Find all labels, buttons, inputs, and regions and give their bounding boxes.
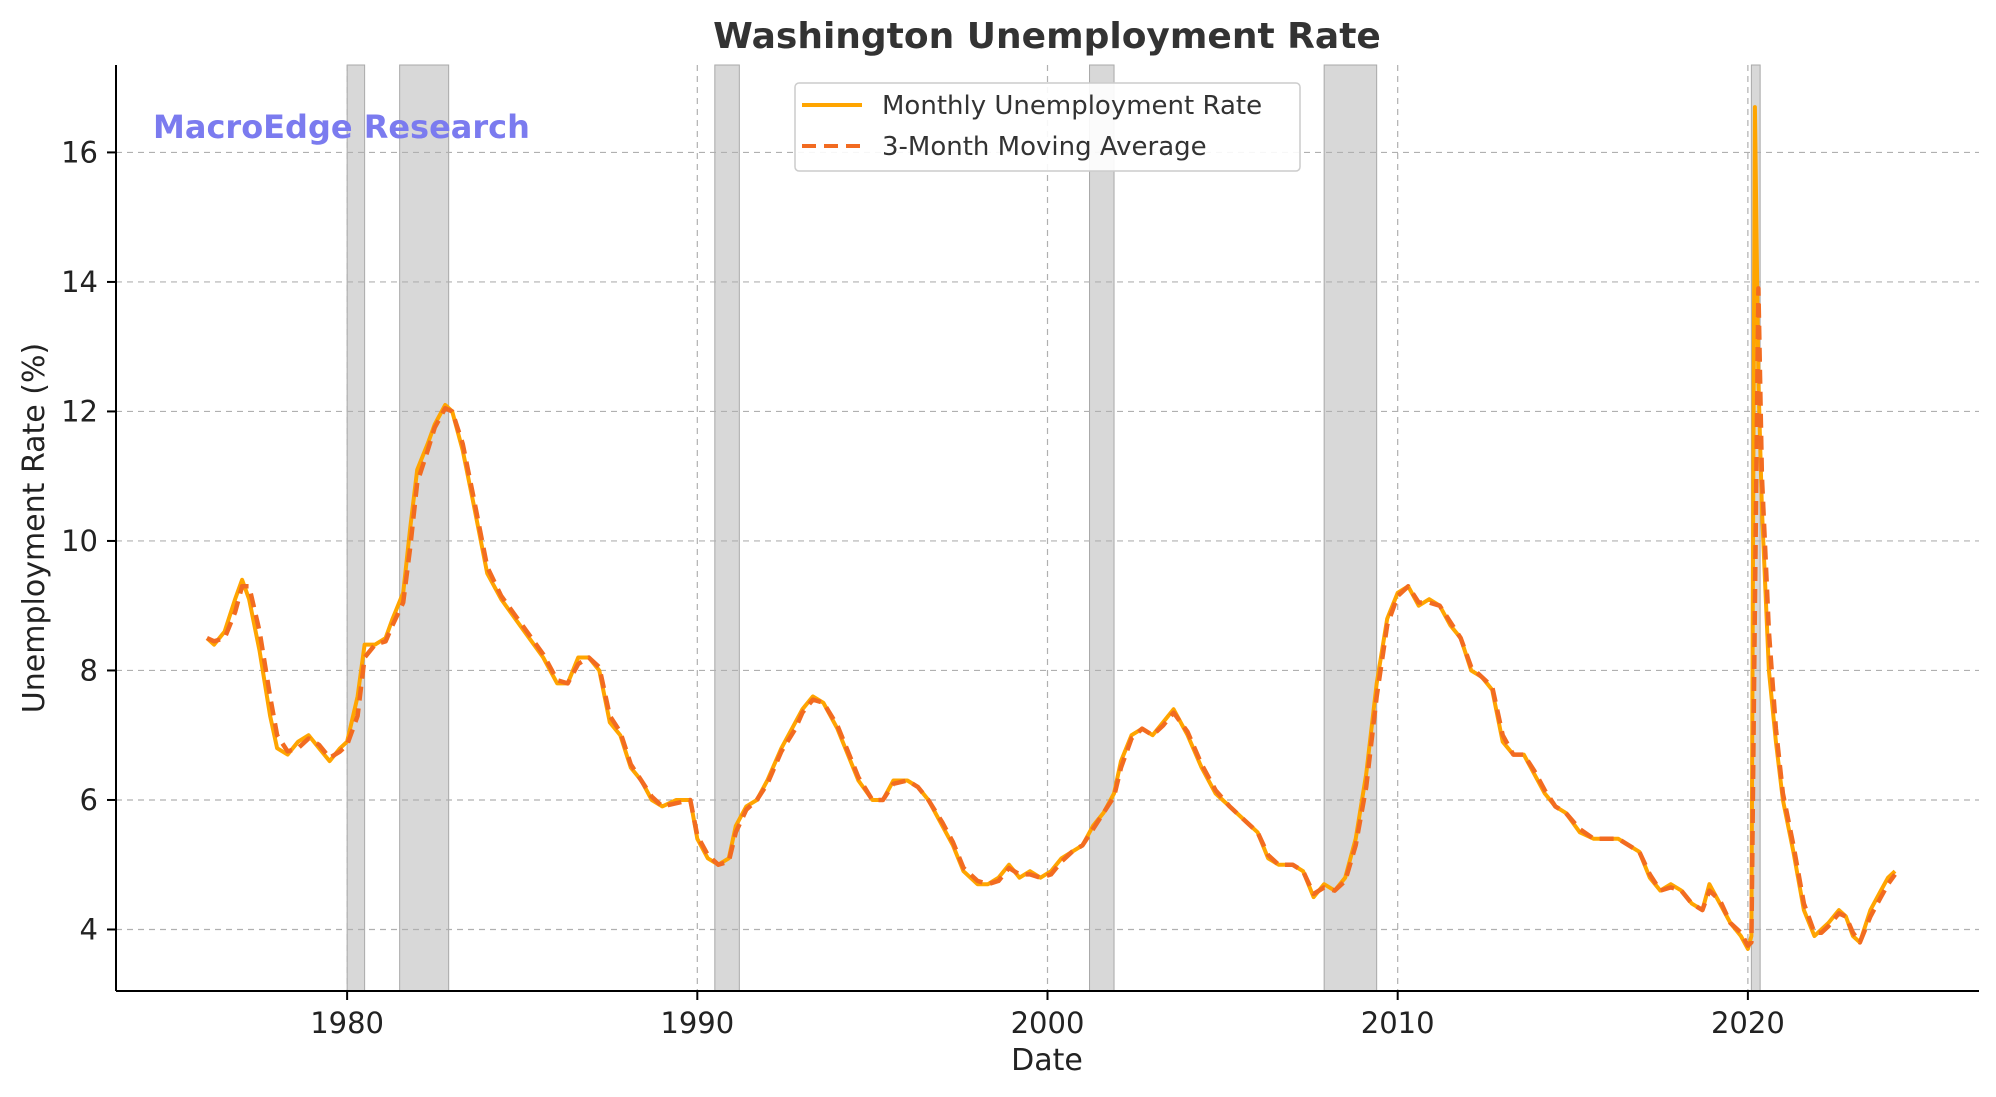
recession-bands (346, 64, 1761, 992)
x-axis-label: Date (1011, 1043, 1083, 1078)
y-tick-label: 16 (61, 135, 98, 169)
recession-band (1323, 64, 1378, 992)
x-tick-label: 2010 (1361, 1006, 1435, 1040)
x-tick-label: 2000 (1011, 1006, 1085, 1040)
ticks: 1980 1990 2000 2010 2020 4 6 8 10 12 14 16 (61, 135, 1785, 1040)
series-lines (205, 105, 1897, 951)
x-tick-label: 2020 (1711, 1006, 1785, 1040)
watermark-text: MacroEdge Research (153, 108, 530, 146)
recession-band (714, 64, 740, 992)
recession-band (1089, 64, 1115, 992)
legend-label-monthly: Monthly Unemployment Rate (882, 91, 1262, 121)
y-tick-label: 10 (61, 524, 98, 558)
series-line-moving-average (206, 286, 1897, 948)
chart-title: Washington Unemployment Rate (713, 16, 1381, 57)
legend-box (794, 82, 1301, 172)
y-tick-label: 6 (80, 783, 98, 817)
grid (116, 65, 1979, 991)
legend: Monthly Unemployment Rate 3-Month Moving… (794, 82, 1301, 172)
legend-label-moving-average: 3-Month Moving Average (882, 132, 1207, 162)
y-tick-label: 12 (61, 394, 98, 428)
recession-band (399, 64, 450, 992)
y-tick-label: 4 (80, 912, 98, 946)
recession-band (346, 64, 366, 992)
y-axis-label: Unemployment Rate (%) (17, 343, 52, 713)
y-tick-label: 8 (80, 653, 98, 687)
x-tick-label: 1980 (310, 1006, 384, 1040)
x-tick-label: 1990 (660, 1006, 734, 1040)
y-tick-label: 14 (61, 265, 98, 299)
